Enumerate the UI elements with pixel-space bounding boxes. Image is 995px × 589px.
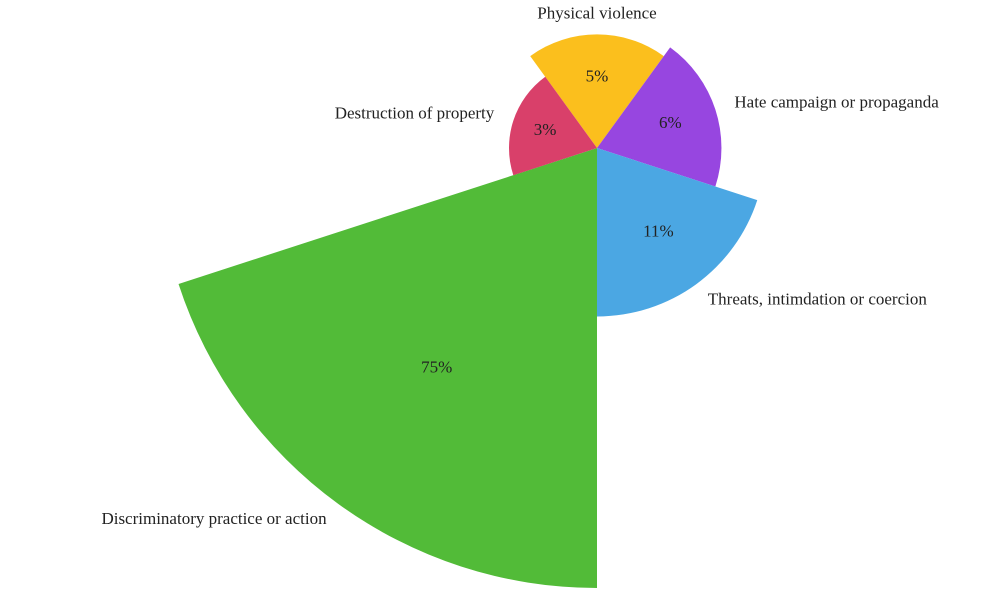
- value-label: 3%: [534, 120, 557, 139]
- category-label: Hate campaign or propaganda: [734, 92, 939, 111]
- sector: [597, 47, 722, 187]
- sector: [597, 148, 758, 317]
- category-label: Discriminatory practice or action: [101, 509, 327, 528]
- category-label: Physical violence: [537, 3, 656, 22]
- sector: [530, 34, 664, 148]
- sector: [178, 148, 597, 588]
- value-label: 11%: [643, 221, 674, 240]
- value-label: 5%: [586, 66, 609, 85]
- category-label: Threats, intimdation or coercion: [708, 289, 928, 308]
- category-label: Destruction of property: [335, 104, 495, 123]
- value-label: 6%: [659, 113, 682, 132]
- sector: [509, 76, 597, 176]
- value-label: 75%: [421, 358, 452, 377]
